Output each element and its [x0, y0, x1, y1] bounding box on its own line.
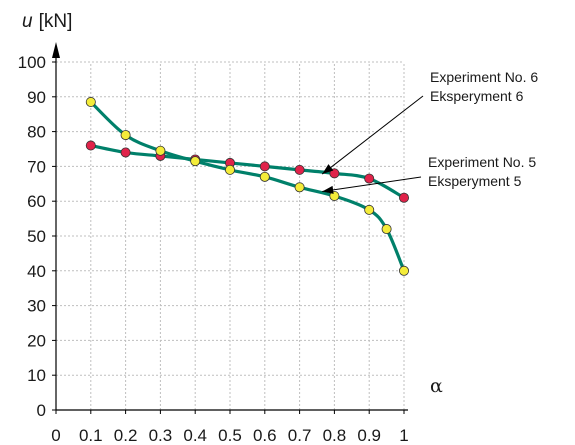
data-point-exp5: [155, 145, 166, 156]
data-point-exp5: [259, 171, 270, 182]
data-point-exp5: [381, 224, 392, 235]
x-axis-label: α: [430, 375, 443, 397]
data-point-exp6: [398, 192, 409, 203]
annotation-line2: Eksperyment 5: [428, 173, 522, 189]
data-point-exp5: [329, 190, 340, 201]
annotation-leader-line: [321, 95, 424, 175]
grid: [56, 61, 405, 410]
data-point-exp6: [364, 173, 375, 184]
x-tick-label: 0.4: [183, 426, 207, 445]
series-points: [85, 97, 409, 276]
annotation-line1: Experiment No. 5: [428, 154, 536, 170]
data-point-exp6: [259, 161, 270, 172]
data-point-exp6: [329, 168, 340, 179]
y-axis-label-variable: u: [22, 11, 33, 32]
x-tick-label: 0.5: [218, 426, 242, 445]
data-point-exp5: [120, 130, 131, 141]
y-tick-label: 10: [27, 366, 46, 385]
annotations: Experiment No. 6 Eksperyment 6 Experiment …: [321, 69, 538, 194]
y-tick-label: 50: [27, 227, 46, 246]
x-tick-label: 0.3: [149, 426, 173, 445]
x-tick-label: 0.9: [357, 426, 381, 445]
x-tick-label: 0.8: [323, 426, 347, 445]
y-tick-label: 0: [37, 401, 46, 420]
x-tick-label: 0: [51, 426, 60, 445]
data-point-exp5: [85, 97, 96, 108]
data-point-exp5: [224, 164, 235, 175]
y-tick-label: 20: [27, 331, 46, 350]
data-point-exp5: [294, 182, 305, 193]
data-point-exp5: [190, 156, 201, 167]
data-point-exp6: [294, 164, 305, 175]
x-tick-label: 0.6: [253, 426, 277, 445]
annotation-arrow-icon: [322, 164, 334, 175]
x-tick-label: 0.1: [79, 426, 103, 445]
x-tick-label: 1: [399, 426, 408, 445]
data-point-exp5: [364, 204, 375, 215]
x-tick-label: 0.7: [288, 426, 312, 445]
y-tick-label: 30: [27, 297, 46, 316]
y-axis-label-unit: [kN]: [39, 11, 73, 32]
y-tick-label: 100: [18, 53, 46, 72]
y-tick-label: 90: [27, 88, 46, 107]
y-tick-label: 60: [27, 192, 46, 211]
annotation-leader-line: [322, 176, 422, 192]
axes: [52, 42, 408, 411]
annotation-line1: Experiment No. 6: [430, 69, 538, 85]
y-axis-arrow-icon: [52, 42, 60, 58]
data-point-exp6: [120, 147, 131, 158]
annotation-line2: Eksperyment 6: [430, 88, 524, 104]
annotation-arrow-icon: [322, 185, 334, 194]
y-tick-label: 80: [27, 123, 46, 142]
series-line-exp6: [90, 143, 405, 200]
y-tick-label: 70: [27, 157, 46, 176]
y-axis-label: u [kN]: [22, 11, 72, 32]
y-tick-label: 40: [27, 262, 46, 281]
x-tick-label: 0.2: [114, 426, 138, 445]
tick-labels: 0 0.1 0.2 0.3 0.4 0.5 0.6 0.7 0.8 0.9 101020304050…: [18, 53, 409, 445]
data-point-exp6: [85, 140, 96, 151]
data-point-exp5: [398, 265, 409, 276]
